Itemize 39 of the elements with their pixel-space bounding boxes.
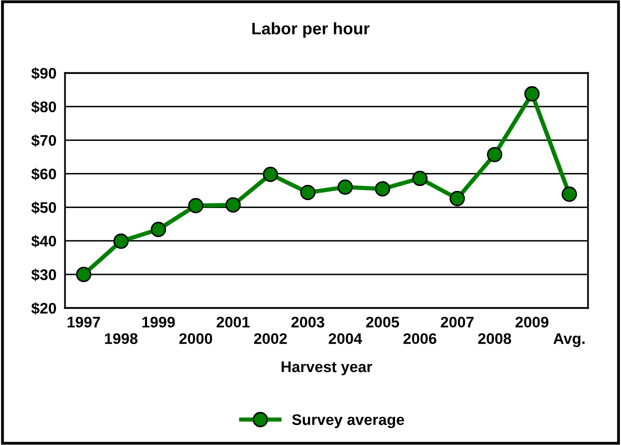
x-tick-label: 1999 bbox=[142, 316, 175, 328]
point bbox=[524, 86, 540, 102]
point bbox=[113, 234, 129, 249]
x-axis-title: Harvest year bbox=[282, 362, 372, 376]
x-tick-label: 2005 bbox=[366, 316, 400, 328]
x-tick-label: 2004 bbox=[328, 333, 362, 344]
point bbox=[486, 146, 502, 162]
point bbox=[150, 222, 166, 238]
point bbox=[188, 198, 204, 214]
point bbox=[562, 186, 577, 202]
x-tick-label: 2003 bbox=[291, 316, 324, 328]
point bbox=[412, 170, 428, 186]
point bbox=[374, 181, 390, 196]
chart-title: Labor per hour bbox=[252, 22, 370, 38]
y-tick-label: $40 bbox=[31, 235, 56, 248]
y-tick-label: $50 bbox=[31, 201, 56, 214]
x-tick-label: 2002 bbox=[254, 333, 287, 344]
x-tick-label: 2006 bbox=[403, 333, 436, 344]
x-tick-label: 1998 bbox=[105, 333, 138, 344]
y-tick-label: $30 bbox=[31, 268, 56, 282]
point bbox=[338, 180, 353, 195]
point bbox=[76, 266, 92, 282]
y-tick-label: $60 bbox=[31, 168, 56, 180]
y-tick-label: $80 bbox=[31, 100, 56, 114]
point bbox=[262, 166, 278, 182]
x-tick-label: 2007 bbox=[440, 316, 474, 328]
point bbox=[225, 197, 241, 213]
legend-label: Survey average bbox=[292, 414, 404, 428]
y-tick-label: $20 bbox=[31, 302, 56, 315]
x-tick-label: 2000 bbox=[179, 333, 212, 344]
x-tick-label: 2008 bbox=[478, 333, 512, 344]
y-tick-label: $90 bbox=[31, 67, 56, 80]
x-tick-label: 1997 bbox=[68, 316, 100, 328]
x-tick-label: 2009 bbox=[516, 316, 548, 328]
x-tick-label: 2001 bbox=[216, 316, 250, 328]
point bbox=[450, 190, 465, 206]
x-tick-label: Avg. bbox=[553, 333, 585, 348]
point bbox=[300, 184, 316, 200]
y-tick-label: $70 bbox=[31, 134, 56, 147]
